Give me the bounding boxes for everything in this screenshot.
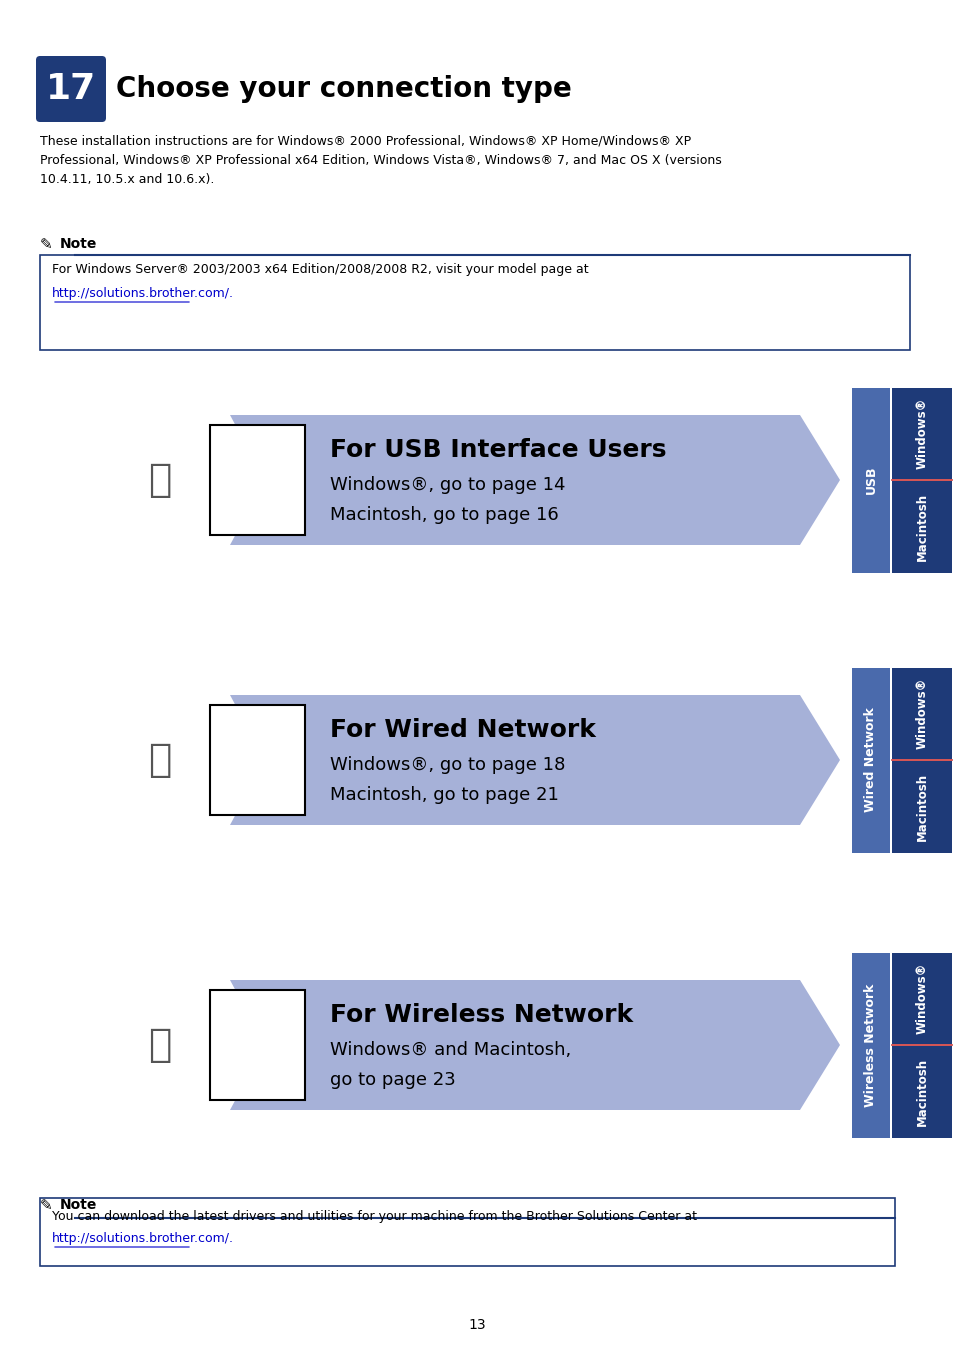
Bar [891,1046,951,1138]
Text: http://solutions.brother.com/.: http://solutions.brother.com/. [52,1233,233,1245]
Polygon shape [230,980,840,1110]
Text: Macintosh: Macintosh [915,493,927,560]
Bar [40,1197,894,1266]
Bar [210,425,305,535]
Text: These installation instructions are for Windows® 2000 Professional, Windows® XP : These installation instructions are for … [40,135,721,186]
Bar [891,481,951,572]
Text: http://solutions.brother.com/.: http://solutions.brother.com/. [52,288,233,300]
Bar [891,761,951,852]
Text: For USB Interface Users: For USB Interface Users [330,437,666,462]
Text: Choose your connection type: Choose your connection type [116,76,571,103]
Text: USB: USB [863,466,877,494]
Text: go to page 23: go to page 23 [330,1071,456,1089]
Text: Windows®, go to page 18: Windows®, go to page 18 [330,756,565,774]
Bar [891,387,951,479]
Text: Windows®: Windows® [915,678,927,749]
Text: 🖨: 🖨 [148,460,172,500]
Text: Wired Network: Wired Network [863,707,877,813]
Text: Windows®, go to page 14: Windows®, go to page 14 [330,477,565,494]
Text: Wireless Network: Wireless Network [863,983,877,1107]
Text: 🖨: 🖨 [148,741,172,779]
Bar [891,953,951,1044]
Bar [40,255,909,350]
Bar [210,990,305,1100]
Text: Note: Note [60,1197,97,1212]
Text: Macintosh, go to page 21: Macintosh, go to page 21 [330,786,558,805]
Text: For Wired Network: For Wired Network [330,718,596,743]
Text: Note: Note [60,238,97,251]
Bar [891,667,951,759]
Text: Macintosh: Macintosh [915,772,927,841]
Bar [851,953,889,1138]
Text: Macintosh: Macintosh [915,1057,927,1126]
Text: 17: 17 [46,72,96,107]
Bar [210,705,305,815]
Text: 🖨: 🖨 [148,1026,172,1064]
Text: 13: 13 [468,1318,485,1332]
Bar [851,387,889,572]
Polygon shape [230,414,840,545]
Text: For Windows Server® 2003/2003 x64 Edition/2008/2008 R2, visit your model page at: For Windows Server® 2003/2003 x64 Editio… [52,263,588,275]
Text: You can download the latest drivers and utilities for your machine from the Brot: You can download the latest drivers and … [52,1210,697,1223]
Text: For Wireless Network: For Wireless Network [330,1003,633,1027]
Text: ✎: ✎ [40,1197,52,1214]
Text: Windows®: Windows® [915,397,927,468]
Text: Windows® and Macintosh,: Windows® and Macintosh, [330,1041,571,1058]
FancyBboxPatch shape [36,55,106,122]
Text: Macintosh, go to page 16: Macintosh, go to page 16 [330,506,558,524]
Text: Windows®: Windows® [915,963,927,1034]
Text: ✎: ✎ [40,238,52,252]
Bar [851,667,889,852]
Polygon shape [230,695,840,825]
